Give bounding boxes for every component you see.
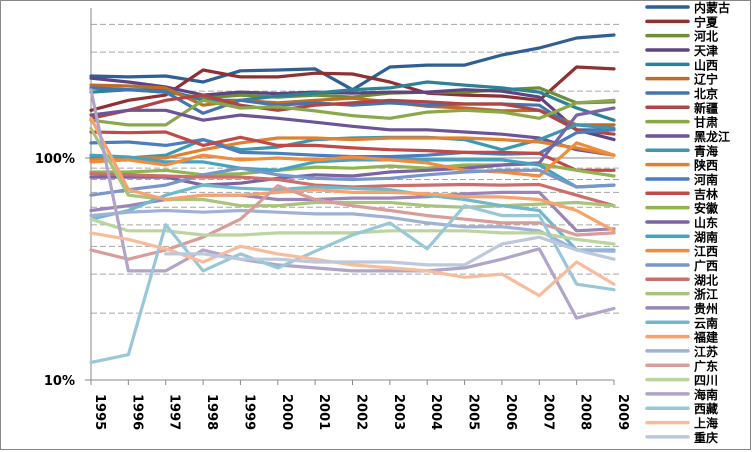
series-line [164,235,616,267]
x-tick-label: 2000 [279,394,294,430]
series-line [89,33,616,92]
legend-label: 上海 [694,416,718,431]
legend-label: 宁夏 [694,14,719,29]
legend-label: 黑龙江 [694,129,730,144]
series-line [89,231,616,298]
legend-label: 新疆 [694,100,718,115]
legend-label: 海南 [694,387,718,402]
legend-label: 吉林 [694,186,718,201]
legend-label: 山东 [694,215,718,230]
legend-label: 湖南 [694,229,718,244]
series-line [89,130,616,172]
legend-label: 青海 [694,143,718,158]
x-tick-label: 1996 [129,394,144,430]
series-line [89,141,616,178]
x-tick-label: 2001 [316,394,331,430]
legend-label: 四川 [694,374,718,388]
legend-label: 安徽 [694,201,719,216]
series-line [89,208,616,253]
legend-label: 天津 [694,43,718,58]
series-line [89,108,616,157]
series-line [89,98,616,127]
x-tick-label: 2005 [466,394,481,430]
legend-label: 陕西 [694,158,718,173]
legend-label: 西藏 [694,401,718,416]
y-tick-label: 100% [35,152,75,167]
legend: 内蒙古宁夏河北天津山西辽宁北京新疆甘肃黑龙江青海陕西河南吉林安徽山东湖南江西广西… [645,0,730,445]
series-line [89,76,616,142]
series-line [89,217,616,246]
legend-label: 浙江 [694,287,718,302]
series-line [89,65,616,112]
series-line [89,83,616,127]
legend-label: 北京 [694,86,718,101]
legend-label: 云南 [694,315,718,330]
x-tick-label: 2003 [391,394,406,430]
legend-label: 广东 [694,358,718,373]
legend-label: 江西 [694,244,718,259]
x-tick-label: 2002 [354,394,369,430]
x-tick-label: 2007 [540,394,555,430]
legend-label: 辽宁 [694,72,718,87]
series-line [89,183,616,252]
series-line [89,184,616,261]
x-tick-label: 2004 [428,394,443,430]
legend-label: 重庆 [694,430,718,445]
legend-label: 福建 [693,330,719,345]
legend-label: 甘肃 [694,115,718,130]
series-line [89,204,616,364]
legend-label: 河北 [693,29,718,44]
x-tick-label: 1997 [167,394,182,430]
legend-label: 湖北 [694,272,718,287]
series-lines [89,33,616,364]
legend-label: 广西 [694,258,718,273]
series-line [89,136,616,162]
x-tick-label: 1998 [204,394,219,430]
series-line [89,116,616,233]
x-tick-label: 1995 [92,394,107,430]
legend-label: 河南 [693,172,718,187]
y-tick-label: 10% [44,374,75,389]
legend-label: 江苏 [694,344,718,359]
x-tick-label: 2006 [503,394,518,430]
legend-label: 山西 [694,57,718,72]
legend-label: 内蒙古 [694,0,730,15]
x-tick-label: 2008 [578,394,593,430]
series-line [89,166,616,197]
series-line [89,88,616,320]
legend-label: 贵州 [694,301,718,316]
series-line [89,93,616,136]
x-tick-label: 2009 [615,394,630,430]
x-tick-label: 1999 [241,394,256,430]
